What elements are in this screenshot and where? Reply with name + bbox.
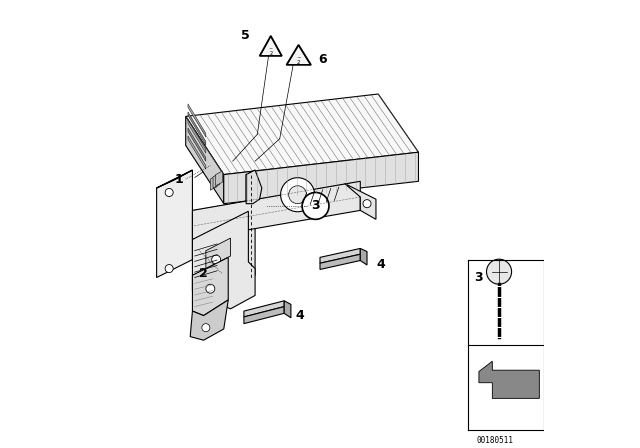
Polygon shape (320, 254, 360, 269)
Polygon shape (188, 104, 206, 137)
Circle shape (280, 178, 315, 212)
Polygon shape (190, 300, 228, 340)
Polygon shape (360, 249, 367, 265)
Polygon shape (193, 211, 255, 309)
Polygon shape (284, 301, 291, 318)
Circle shape (363, 200, 371, 208)
Polygon shape (479, 361, 540, 398)
Text: 4: 4 (296, 309, 304, 322)
Polygon shape (157, 170, 193, 277)
Polygon shape (344, 184, 376, 220)
Circle shape (212, 255, 221, 264)
Polygon shape (206, 238, 230, 268)
Polygon shape (188, 120, 206, 153)
Text: 3: 3 (474, 271, 483, 284)
Circle shape (289, 186, 307, 204)
Text: 4: 4 (376, 258, 385, 271)
Circle shape (486, 259, 511, 284)
Polygon shape (186, 94, 419, 175)
Circle shape (202, 323, 210, 332)
Polygon shape (320, 249, 360, 263)
Polygon shape (213, 173, 220, 188)
Text: ~
2: ~ 2 (296, 56, 301, 65)
Polygon shape (211, 176, 217, 190)
Text: 5: 5 (241, 29, 249, 42)
Polygon shape (193, 181, 360, 240)
Polygon shape (244, 306, 284, 323)
Polygon shape (193, 258, 228, 315)
Circle shape (165, 265, 173, 272)
Polygon shape (157, 170, 193, 188)
Polygon shape (244, 301, 284, 317)
Polygon shape (246, 170, 262, 204)
Text: 6: 6 (318, 53, 326, 66)
Polygon shape (186, 116, 224, 204)
Text: 1: 1 (175, 173, 184, 186)
Text: 00180511: 00180511 (476, 436, 513, 445)
Circle shape (302, 193, 329, 220)
Text: ~
2: ~ 2 (269, 47, 273, 56)
Polygon shape (287, 45, 311, 65)
Polygon shape (216, 171, 223, 186)
Circle shape (206, 284, 215, 293)
Polygon shape (188, 112, 206, 145)
Polygon shape (188, 136, 206, 169)
Text: 3: 3 (311, 199, 320, 212)
Polygon shape (260, 36, 282, 56)
Circle shape (165, 189, 173, 197)
Polygon shape (224, 152, 419, 204)
Polygon shape (246, 170, 255, 280)
Text: 2: 2 (199, 267, 208, 280)
Polygon shape (188, 128, 206, 161)
